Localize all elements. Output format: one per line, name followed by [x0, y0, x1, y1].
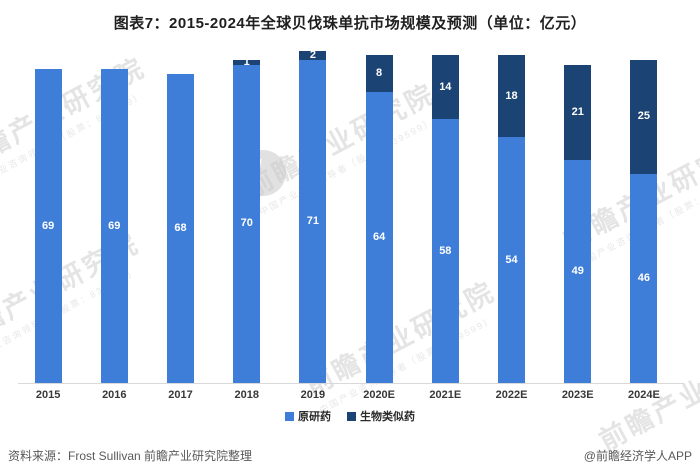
bar-value-label: 54	[505, 253, 518, 266]
bar-group-2019: 2 71	[280, 47, 346, 383]
bar-segment-original: 70	[233, 64, 261, 383]
bar-segment-biosimilar: 1	[233, 55, 261, 68]
bar-segment-biosimilar: 18	[498, 55, 526, 138]
bar-segment-original: 71	[299, 59, 327, 383]
stacked-bar: 8 64	[365, 55, 393, 383]
bar-value-label: 1	[243, 55, 250, 68]
x-axis-line	[18, 383, 684, 384]
bar-value-label: 69	[108, 219, 121, 232]
x-tick-label: 2015	[35, 389, 61, 401]
x-tick-label: 2022E	[495, 389, 528, 401]
stacked-bar: 1 70	[233, 55, 261, 383]
stacked-bar: 21 49	[564, 64, 592, 383]
bar-value-label: 25	[637, 110, 651, 123]
bar-value-label: 58	[439, 244, 452, 257]
bar-group-2023E: 21 49	[545, 47, 611, 383]
bar-value-label: 71	[306, 214, 320, 227]
bar-segment-biosimilar: 25	[630, 59, 658, 174]
bar-group-2020E: 8 64	[346, 47, 412, 383]
bar-value-label: 18	[505, 89, 518, 102]
legend-swatch-icon	[285, 411, 294, 421]
x-tick-label: 2018	[234, 389, 259, 401]
bar-group-2016: 69	[81, 47, 147, 383]
bar-value-label: 64	[372, 230, 386, 243]
bar-value-label: 14	[439, 80, 452, 93]
page-title: 图表7：2015-2024年全球贝伐珠单抗市场规模及预测（单位：亿元）	[113, 15, 587, 32]
bar-segment-original: 69	[100, 69, 128, 383]
source-note: 资料来源：Frost Sullivan 前瞻产业研究院整理	[8, 449, 253, 463]
bar-group-2017: 68	[147, 47, 213, 383]
x-tick-label: 2016	[102, 389, 127, 401]
bar-value-label: 68	[174, 221, 187, 234]
x-tick-label: 2024E	[628, 389, 660, 401]
bar-segment-original: 46	[630, 173, 658, 383]
x-axis-labels: 2015 2016 2017 2018 2019 2020E 2021E 2022E 2023E…	[15, 389, 677, 401]
stacked-bar: 69	[100, 69, 128, 383]
legend: 原研药 生物类似药	[0, 408, 700, 424]
stacked-bar: 2 71	[299, 48, 327, 383]
x-tick-label: 2017	[168, 389, 193, 401]
bar-segment-original: 68	[167, 73, 194, 383]
stacked-bar: 68	[167, 73, 194, 383]
legend-label: 原研药	[298, 411, 331, 423]
x-tick-label: 2020E	[363, 389, 396, 401]
bar-segment-biosimilar: 2	[299, 48, 327, 61]
bar-group-2021E: 14 58	[412, 47, 478, 383]
credit-note: @前瞻经济学人APP	[583, 449, 692, 463]
bar-segment-original: 64	[365, 91, 393, 383]
bar-segment-original: 58	[431, 119, 459, 383]
bar-value-label: 69	[41, 219, 55, 232]
x-tick-label: 2019	[300, 389, 326, 401]
bar-segment-original: 49	[564, 160, 592, 383]
bar-segment-biosimilar: 8	[365, 55, 393, 92]
legend-item: 原研药	[285, 408, 331, 424]
bar-value-label: 49	[571, 265, 584, 278]
x-tick-label: 2021E	[429, 389, 462, 401]
plot-area: 69 69 68 1 70 2 71 8 64 14 58 18 54 21 49 25 46	[15, 47, 677, 383]
stacked-bar: 18 54	[498, 55, 526, 383]
footer: 资料来源：Frost Sullivan 前瞻产业研究院整理 @前瞻经济学人APP	[8, 447, 692, 464]
x-tick-label: 2023E	[561, 389, 594, 401]
stacked-bar: 14 58	[431, 55, 459, 383]
bar-value-label: 2	[309, 48, 316, 61]
bar-value-label: 70	[240, 217, 253, 230]
bar-chart: 69 69 68 1 70 2 71 8 64 14 58 18 54 21 49 25 46 2015 2016…	[15, 47, 684, 401]
stacked-bar: 69	[34, 69, 62, 383]
stacked-bar: 25 46	[630, 59, 658, 383]
bar-group-2018: 1 70	[214, 47, 280, 383]
legend-item: 生物类似药	[347, 408, 415, 424]
bar-value-label: 21	[571, 105, 584, 118]
bar-value-label: 8	[376, 67, 383, 80]
bar-group-2024E: 25 46	[611, 47, 677, 383]
bar-segment-original: 69	[34, 69, 62, 383]
bar-group-2022E: 18 54	[478, 47, 544, 383]
bar-segment-biosimilar: 14	[431, 55, 459, 120]
bar-segment-original: 54	[498, 137, 526, 383]
legend-label: 生物类似药	[360, 411, 415, 423]
legend-swatch-icon	[347, 411, 356, 421]
bar-value-label: 46	[637, 271, 651, 284]
bar-segment-biosimilar: 21	[564, 64, 592, 161]
bar-group-2015: 69	[15, 47, 81, 383]
